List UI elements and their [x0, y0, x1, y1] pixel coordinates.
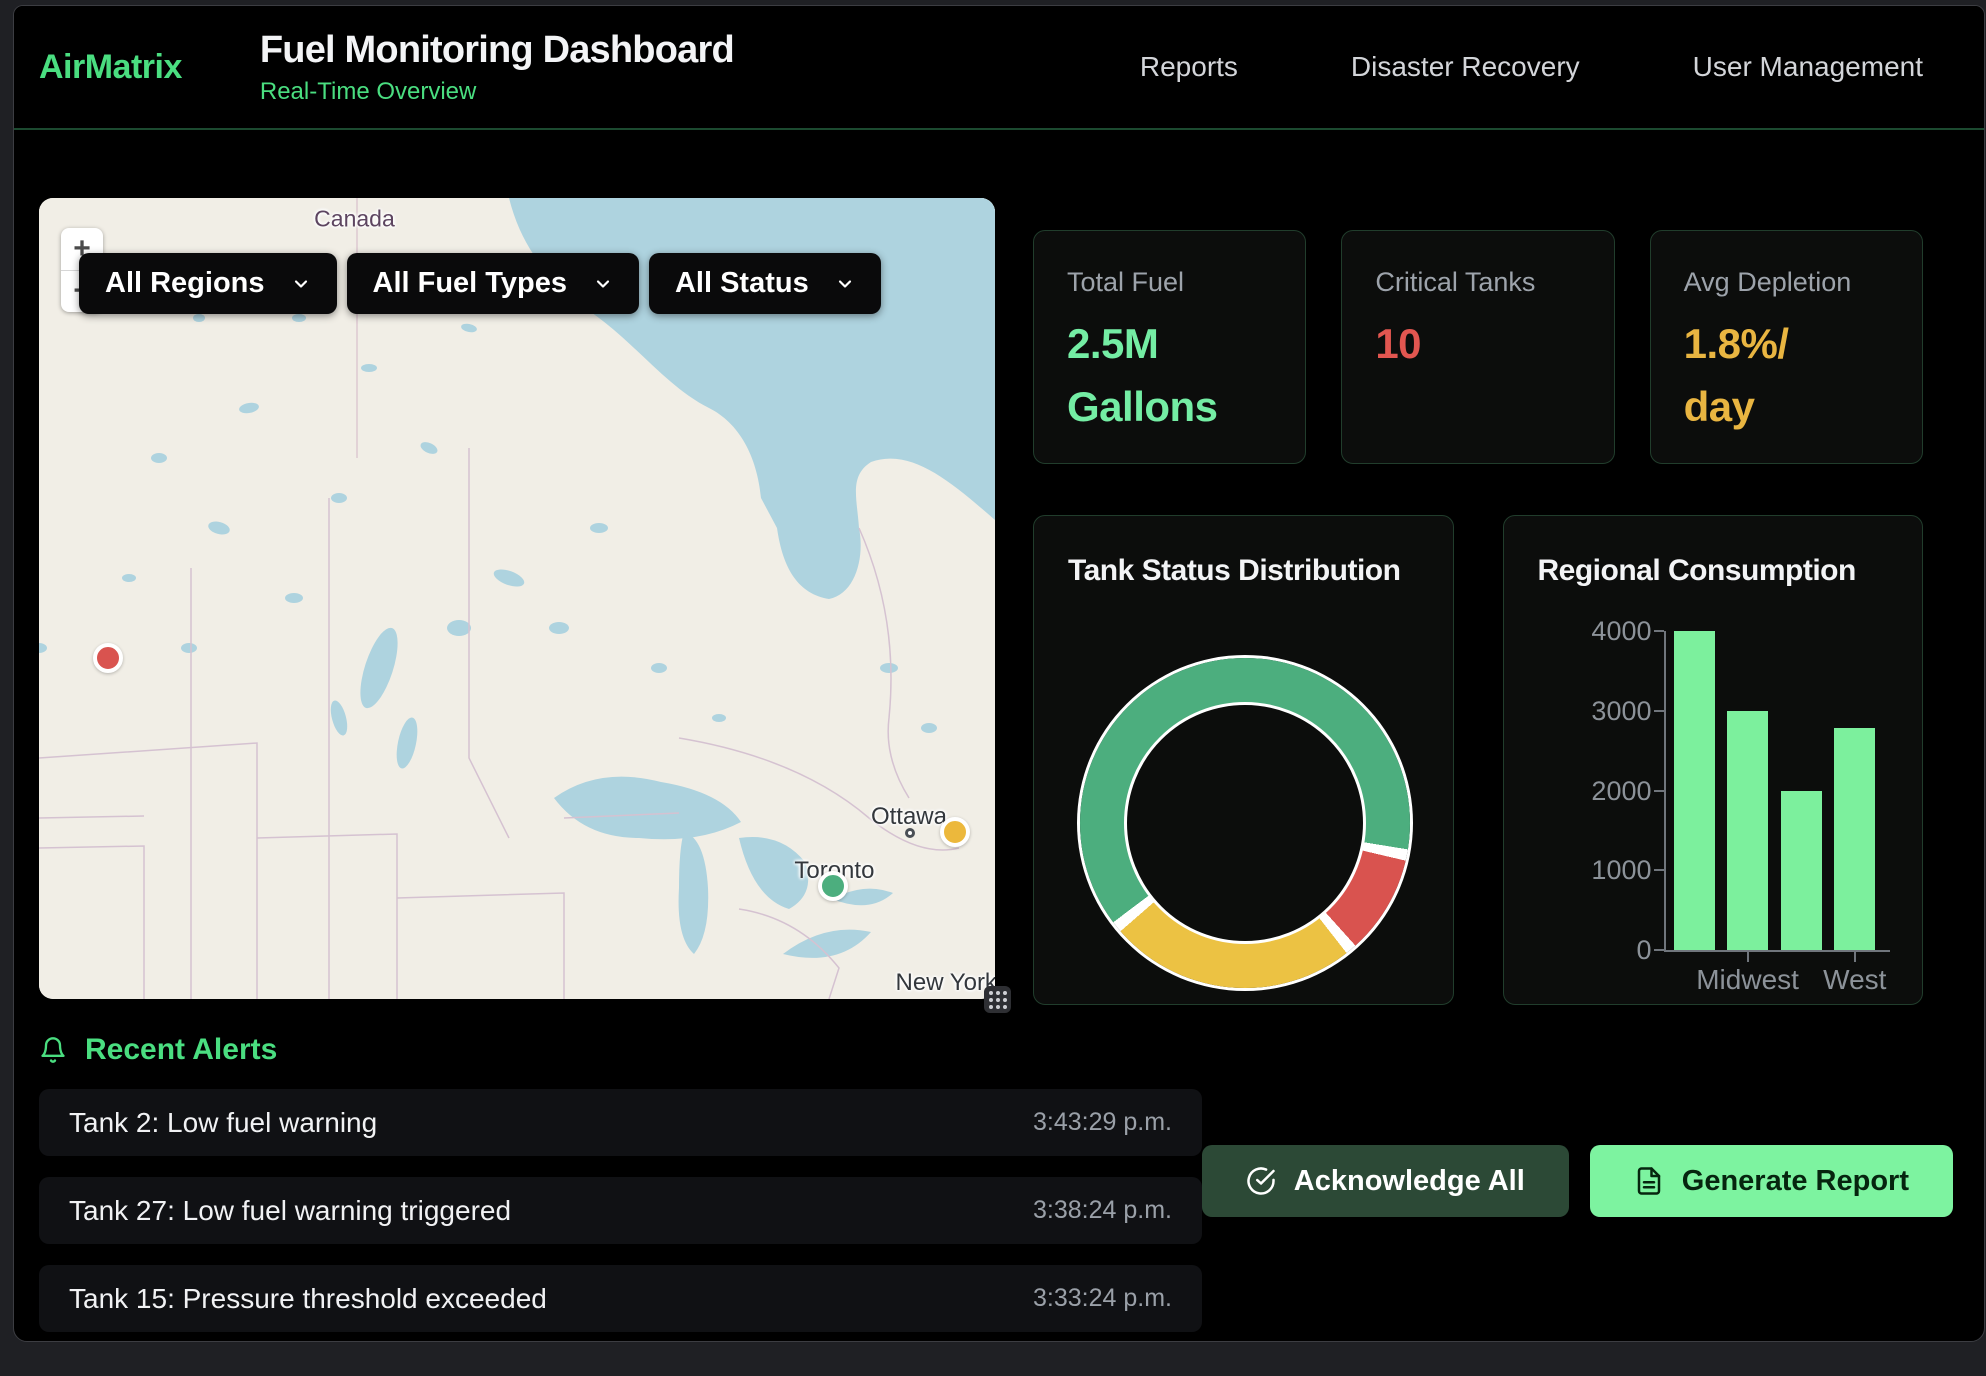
- x-tick-mark-midwest: [1747, 952, 1749, 962]
- alert-list: Tank 2: Low fuel warning3:43:29 p.m.Tank…: [39, 1089, 1202, 1332]
- nav-reports[interactable]: Reports: [1140, 51, 1238, 83]
- y-axis-line: [1664, 631, 1666, 952]
- generate-report-label: Generate Report: [1682, 1165, 1909, 1198]
- resize-grip-icon[interactable]: [984, 986, 1011, 1013]
- map-filter-bar: All Regions All Fuel Types All Status: [79, 253, 881, 314]
- tank-marker-normal[interactable]: [818, 871, 848, 901]
- alert-actions: Acknowledge All Generate Report: [1202, 1145, 1953, 1217]
- x-tick-mark-west: [1854, 952, 1856, 962]
- bar-1[interactable]: [1727, 711, 1768, 950]
- regional-consumption-panel: Regional Consumption 01000200030004000Mi…: [1503, 515, 1924, 1005]
- generate-report-button[interactable]: Generate Report: [1590, 1145, 1953, 1217]
- bar-0[interactable]: [1674, 631, 1715, 950]
- tank-status-title: Tank Status Distribution: [1034, 516, 1453, 588]
- map-panel: + − All RegionsAll Fuel TypesAll Status …: [39, 198, 995, 999]
- recent-alerts-section: Recent Alerts Tank 2: Low fuel warning 3:…: [39, 1033, 1984, 1332]
- alert-time: 3:43:29 p.m.: [1033, 1108, 1172, 1137]
- tank-status-donut-chart[interactable]: [1080, 658, 1410, 988]
- acknowledge-all-button[interactable]: Acknowledge All: [1202, 1145, 1569, 1217]
- y-tick-label-3000: 3000: [1542, 695, 1652, 727]
- stat-label-total-fuel: Total Fuel: [1067, 267, 1272, 298]
- bar-2[interactable]: [1781, 791, 1822, 951]
- y-tick-label-1000: 1000: [1542, 854, 1652, 886]
- chevron-down-icon: [291, 274, 311, 294]
- alert-message: Tank 15: Pressure threshold exceeded: [69, 1283, 547, 1315]
- y-tick-mark: [1654, 630, 1664, 632]
- title-block: Fuel Monitoring Dashboard Real-Time Over…: [260, 29, 734, 106]
- nav-user-management[interactable]: User Management: [1693, 51, 1923, 83]
- alert-row-1[interactable]: Tank 27: Low fuel warning triggered 3:38:…: [39, 1177, 1202, 1244]
- main-content: + − All RegionsAll Fuel TypesAll Status …: [14, 130, 1984, 1332]
- bar-3[interactable]: [1834, 728, 1875, 950]
- ottawa-town-dot: [905, 828, 915, 838]
- stat-value-total-fuel: 2.5MGallons: [1067, 312, 1272, 438]
- alert-time: 3:38:24 p.m.: [1033, 1196, 1172, 1225]
- filter-label-all-regions: All Regions: [105, 267, 265, 300]
- nav-disaster-recovery[interactable]: Disaster Recovery: [1351, 51, 1580, 83]
- alert-row-0[interactable]: Tank 2: Low fuel warning 3:43:29 p.m.: [39, 1089, 1202, 1156]
- app-header: AirMatrix Fuel Monitoring Dashboard Real…: [14, 6, 1984, 130]
- x-tick-label-west: West: [1775, 964, 1923, 996]
- page-title: Fuel Monitoring Dashboard: [260, 29, 734, 72]
- brand-logo: AirMatrix: [39, 48, 182, 87]
- filter-label-all-fuel-types: All Fuel Types: [373, 267, 567, 300]
- donut-hole: [1124, 702, 1366, 944]
- recent-alerts-title: Recent Alerts: [85, 1033, 277, 1067]
- stat-card-total-fuel: Total Fuel 2.5MGallons: [1033, 230, 1306, 464]
- y-tick-label-0: 0: [1542, 934, 1652, 966]
- stat-label-avg-depletion: Avg Depletion: [1684, 267, 1889, 298]
- page-subtitle: Real-Time Overview: [260, 78, 734, 106]
- bell-icon: [39, 1036, 67, 1064]
- right-column: Total Fuel 2.5MGallons Critical Tanks 10 Avg…: [1033, 198, 1923, 1005]
- tank-marker-warning[interactable]: [940, 817, 970, 847]
- filter-label-all-status: All Status: [675, 267, 809, 300]
- map-canvas[interactable]: + − All RegionsAll Fuel TypesAll Status …: [39, 198, 995, 999]
- dashboard-window: AirMatrix Fuel Monitoring Dashboard Real…: [13, 5, 1985, 1342]
- filter-all-status[interactable]: All Status: [649, 253, 881, 314]
- stat-card-critical-tanks: Critical Tanks 10: [1341, 230, 1614, 464]
- file-text-icon: [1634, 1166, 1664, 1196]
- acknowledge-all-label: Acknowledge All: [1294, 1165, 1525, 1198]
- filter-all-regions[interactable]: All Regions: [79, 253, 337, 314]
- filter-all-fuel-types[interactable]: All Fuel Types: [347, 253, 639, 314]
- y-tick-mark: [1654, 949, 1664, 951]
- y-tick-label-4000: 4000: [1542, 615, 1652, 647]
- tank-marker-critical[interactable]: [93, 643, 123, 673]
- y-tick-mark: [1654, 790, 1664, 792]
- main-nav: Reports Disaster Recovery User Management: [1140, 51, 1923, 83]
- regional-consumption-bar-chart[interactable]: 01000200030004000MidwestWest: [1504, 516, 1923, 1004]
- stat-cards: Total Fuel 2.5MGallons Critical Tanks 10 Avg…: [1033, 230, 1923, 464]
- alert-message: Tank 2: Low fuel warning: [69, 1107, 377, 1139]
- stat-value-avg-depletion: 1.8%/day: [1684, 312, 1889, 438]
- y-tick-mark: [1654, 869, 1664, 871]
- stat-card-avg-depletion: Avg Depletion 1.8%/day: [1650, 230, 1923, 464]
- map-imagery: [39, 198, 995, 999]
- y-tick-label-2000: 2000: [1542, 775, 1652, 807]
- chevron-down-icon: [593, 274, 613, 294]
- alert-time: 3:33:24 p.m.: [1033, 1284, 1172, 1313]
- alert-message: Tank 27: Low fuel warning triggered: [69, 1195, 511, 1227]
- stat-label-critical-tanks: Critical Tanks: [1375, 267, 1580, 298]
- chevron-down-icon: [835, 274, 855, 294]
- tank-status-panel: Tank Status Distribution: [1033, 515, 1454, 1005]
- check-circle-icon: [1246, 1166, 1276, 1196]
- stat-value-critical-tanks: 10: [1375, 312, 1580, 375]
- alert-row-2[interactable]: Tank 15: Pressure threshold exceeded 3:33…: [39, 1265, 1202, 1332]
- y-tick-mark: [1654, 710, 1664, 712]
